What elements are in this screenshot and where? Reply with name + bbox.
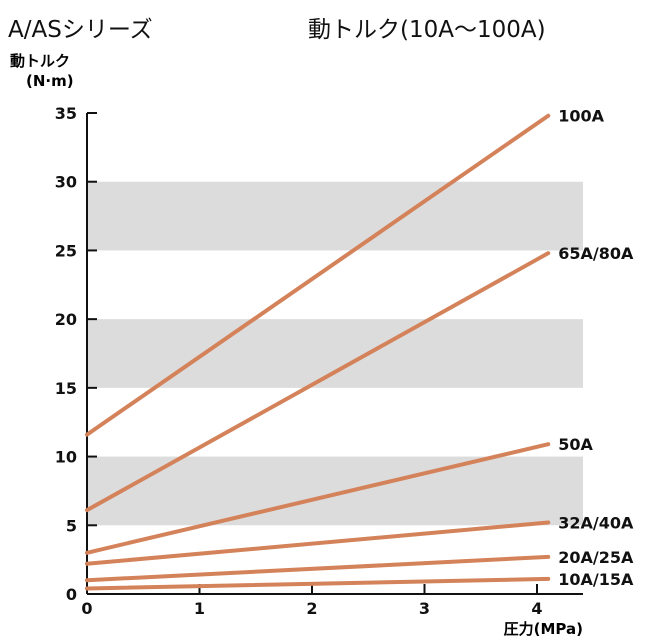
x-tick-label-0: 0 — [81, 599, 92, 618]
series-line-100a — [85, 113, 551, 437]
grid-band-2 — [87, 181, 583, 251]
series-line-20a-25a — [85, 554, 551, 583]
series-label-100a: 100A — [558, 107, 604, 126]
grid-bands — [87, 181, 583, 526]
series-line-65a-80a — [85, 251, 551, 513]
y-tick-label-5: 5 — [66, 516, 77, 535]
series-line-10a-15a — [85, 576, 551, 591]
y-axis-unit: (N·m) — [26, 72, 74, 90]
series-labels: 100A 65A/80A 50A 32A/40A 20A/25A 10A/15A — [558, 107, 634, 589]
axes: 0 5 10 15 20 25 30 35 0 1 2 3 4 — [55, 104, 583, 618]
y-tick-label-35: 35 — [55, 104, 77, 123]
series-line-32a-40a — [85, 520, 551, 566]
series-label-50a: 50A — [558, 435, 593, 454]
y-axis-label: 動トルク — [10, 52, 70, 70]
series-label-20a-25a: 20A/25A — [558, 548, 634, 567]
series-label-10a-15a: 10A/15A — [558, 570, 634, 589]
x-tick-label-3: 3 — [419, 599, 430, 618]
y-tick-label-0: 0 — [66, 585, 77, 604]
x-tick-label-1: 1 — [194, 599, 205, 618]
series-label-65a-80a: 65A/80A — [558, 244, 634, 263]
x-axis-label: 圧力(MPa) — [504, 620, 583, 638]
y-tick-label-15: 15 — [55, 379, 77, 398]
y-tick-label-25: 25 — [55, 241, 77, 260]
series-title: A/ASシリーズ — [8, 17, 153, 43]
series-lines — [85, 113, 551, 591]
y-tick-label-30: 30 — [55, 173, 77, 192]
x-tick-label-2: 2 — [306, 599, 317, 618]
chart-title: 動トルク(10A〜100A) — [308, 17, 546, 43]
series-line-50a — [85, 442, 551, 555]
y-tick-label-20: 20 — [55, 310, 77, 329]
y-tick-label-10: 10 — [55, 448, 77, 467]
x-tick-label-4: 4 — [531, 599, 542, 618]
series-label-32a-40a: 32A/40A — [558, 514, 634, 533]
grid-band-0 — [87, 456, 583, 526]
grid-band-1 — [87, 319, 583, 388]
